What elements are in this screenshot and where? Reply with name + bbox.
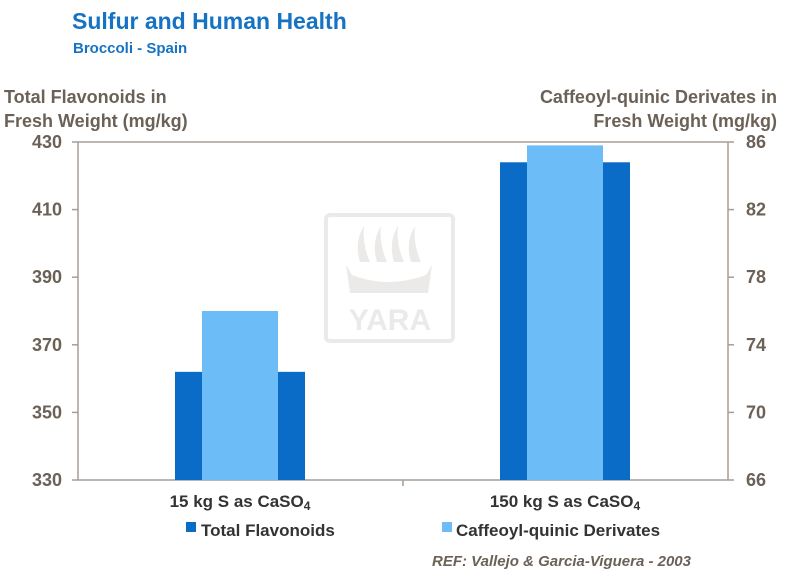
category-label: 15 kg S as CaSO4 xyxy=(170,492,311,513)
left-tick-label: 350 xyxy=(32,402,62,422)
right-tick-label: 74 xyxy=(746,335,766,355)
category-label: 150 kg S as CaSO4 xyxy=(490,492,641,513)
left-axis-label-line2: Fresh Weight (mg/kg) xyxy=(4,111,188,131)
category-labels: 15 kg S as CaSO4 150 kg S as CaSO4 xyxy=(170,492,641,513)
left-axis-ticks: 330 350 370 390 410 430 xyxy=(32,132,78,490)
right-tick-label: 66 xyxy=(746,470,766,490)
left-tick-label: 370 xyxy=(32,335,62,355)
left-axis-label: Total Flavonoids in Fresh Weight (mg/kg) xyxy=(4,85,188,133)
left-axis-label-line1: Total Flavonoids in xyxy=(4,87,167,107)
right-tick-label: 70 xyxy=(746,402,766,422)
right-axis-label-line1: Caffeoyl-quinic Derivates in xyxy=(539,87,777,107)
bars xyxy=(175,145,630,486)
legend: Total Flavonoids Caffeoyl-quinic Derivat… xyxy=(186,521,660,540)
legend-label-total-flavonoids: Total Flavonoids xyxy=(201,521,335,540)
legend-label-caffeoyl: Caffeoyl-quinic Derivates xyxy=(456,521,660,540)
right-axis-label: Caffeoyl-quinic Derivates in Fresh Weigh… xyxy=(540,85,777,133)
bar-caffeoyl-quinic xyxy=(527,145,603,480)
yara-watermark-logo: YARA xyxy=(324,213,455,343)
right-axis-label-line2: Fresh Weight (mg/kg) xyxy=(593,111,777,131)
right-tick-label: 82 xyxy=(746,200,766,220)
left-tick-label: 330 xyxy=(32,470,62,490)
legend-swatch-caffeoyl xyxy=(442,522,452,532)
bar-caffeoyl-quinic xyxy=(202,311,278,480)
watermark-text: YARA xyxy=(349,304,431,337)
chart-title: Sulfur and Human Health xyxy=(72,8,347,34)
left-tick-label: 430 xyxy=(32,132,62,152)
left-tick-label: 390 xyxy=(32,267,62,287)
chart-subtitle: Broccoli - Spain xyxy=(73,40,188,57)
right-axis-ticks: 66 70 74 78 82 86 xyxy=(728,132,766,490)
left-tick-label: 410 xyxy=(32,200,62,220)
right-tick-label: 78 xyxy=(746,267,766,287)
right-tick-label: 86 xyxy=(746,132,766,152)
legend-swatch-total-flavonoids xyxy=(186,522,196,532)
reference-note: REF: Vallejo & Garcia-Viguera - 2003 xyxy=(432,553,691,570)
